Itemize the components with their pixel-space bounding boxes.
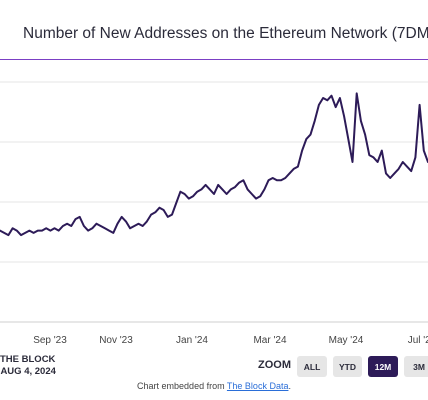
x-tick-label: Mar '24 (253, 335, 286, 346)
zoom-12m-button[interactable]: 12M (368, 356, 398, 377)
embed-note: Chart embedded from The Block Data. (0, 381, 428, 391)
source-credit: THE BLOCK : AUG 4, 2024 (0, 354, 80, 378)
source-name: THE BLOCK (0, 354, 56, 365)
title-divider (0, 59, 428, 60)
grid-lines (0, 81, 428, 323)
the-block-data-link[interactable]: The Block Data (226, 381, 289, 391)
x-axis: Sep '23 Nov '23 Jan '24 Mar '24 May '24 Jul '… (33, 335, 428, 346)
x-tick-label: Sep '23 (33, 335, 67, 346)
x-tick-label: Jan '24 (176, 335, 208, 346)
embed-prefix: Chart embedded from (137, 381, 227, 391)
chart-title: Number of New Addresses on the Ethereum … (23, 25, 428, 42)
line-chart: Sep '23 Nov '23 Jan '24 Mar '24 May '24 Jul '… (0, 81, 428, 346)
zoom-3m-button[interactable]: 3M (404, 356, 428, 377)
zoom-ytd-button[interactable]: YTD (333, 356, 362, 377)
series-line (0, 92, 428, 237)
zoom-all-button[interactable]: ALL (297, 356, 327, 377)
x-tick-label: May '24 (329, 335, 364, 346)
x-tick-label: Nov '23 (99, 335, 133, 346)
x-tick-label: Jul '24 (408, 335, 428, 346)
source-date: : AUG 4, 2024 (0, 366, 56, 377)
zoom-label: ZOOM (258, 359, 291, 371)
embed-suffix: . (288, 381, 291, 391)
